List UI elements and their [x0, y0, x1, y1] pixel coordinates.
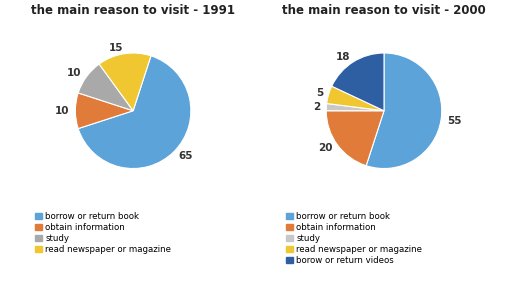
Title: the main reason to visit - 1991: the main reason to visit - 1991 — [31, 4, 235, 17]
Wedge shape — [326, 104, 384, 111]
Text: 65: 65 — [178, 151, 193, 161]
Wedge shape — [327, 86, 384, 111]
Text: 2: 2 — [313, 102, 321, 112]
Text: 10: 10 — [67, 68, 82, 78]
Title: the main reason to visit - 2000: the main reason to visit - 2000 — [282, 4, 486, 17]
Legend: borrow or return book, obtain information, study, read newspaper or magazine, bo: borrow or return book, obtain informatio… — [286, 212, 422, 265]
Wedge shape — [326, 111, 384, 166]
Text: 55: 55 — [447, 116, 461, 126]
Wedge shape — [78, 56, 191, 168]
Text: 10: 10 — [55, 106, 70, 116]
Text: 5: 5 — [316, 88, 323, 98]
Wedge shape — [366, 53, 442, 168]
Text: 20: 20 — [318, 143, 333, 153]
Wedge shape — [332, 53, 384, 111]
Wedge shape — [78, 64, 133, 111]
Wedge shape — [99, 53, 151, 111]
Text: 15: 15 — [109, 43, 123, 53]
Legend: borrow or return book, obtain information, study, read newspaper or magazine: borrow or return book, obtain informatio… — [35, 212, 172, 254]
Wedge shape — [75, 93, 133, 129]
Text: 18: 18 — [335, 52, 350, 62]
